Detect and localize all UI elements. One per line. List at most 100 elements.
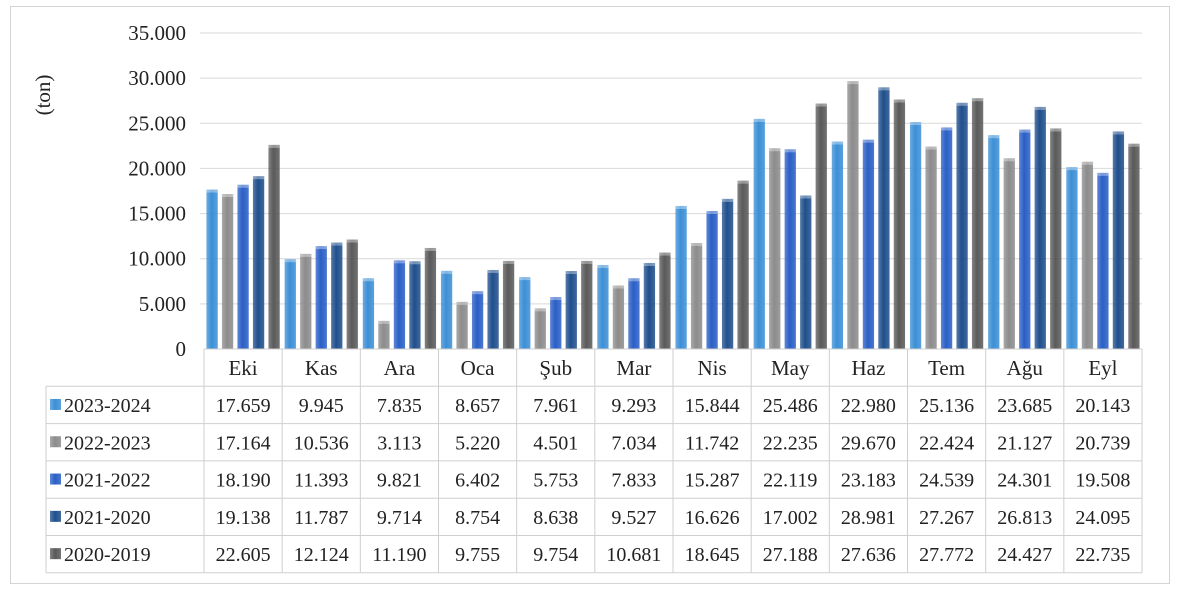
bar-2021-2022-haz [862,139,875,349]
x-category-label: Ağu [1007,356,1044,380]
bar-cap [612,285,625,289]
x-category-label: Mar [616,356,651,380]
bar-2021-2020-mar [643,262,656,349]
x-category-label: Eki [228,356,257,380]
bar-cap [971,98,984,102]
table-cell-value: 22.119 [763,470,817,492]
bar-cap [940,127,953,131]
bar-2020-2019-ara [424,247,437,349]
legend-key-2023-2024 [50,398,61,410]
bar-cap [221,194,234,198]
bar-2023-2024-may [753,118,765,349]
bar-2021-2020-kas [331,242,343,349]
table-cell-value: 11.787 [294,507,348,529]
bar-cap [1097,172,1109,176]
bar-cap [471,291,484,295]
table-cell-value: 7.833 [611,470,656,492]
table-cell-value: 22.735 [1075,544,1130,566]
bar-cap [753,118,765,122]
table-cell-value: 8.638 [533,507,578,529]
bar-2021-2020-haz [878,87,890,350]
table-cell-value: 16.626 [685,507,740,529]
bar-2021-2022-tem [940,127,953,350]
table-cell-value: 3.113 [377,432,421,454]
legend-key-2022-2023 [50,436,61,448]
bar-2020-2019-haz [893,99,906,350]
table-cell-value: 7.034 [611,432,656,454]
bar-cap [284,259,296,263]
table-cell-value: 29.670 [841,432,896,454]
bar-cap [956,102,968,106]
bar-cap [628,278,640,282]
table-cell-value: 15.287 [685,470,740,492]
bar-2021-2022-may [784,149,796,349]
table-cell-value: 26.813 [997,507,1052,529]
bar-2021-2022-kas [315,246,327,349]
y-tick-label: 25.000 [128,111,186,135]
table-cell-value: 12.124 [294,544,349,566]
table-cell-value: 17.002 [763,507,818,529]
table-cell-value: 24.095 [1075,507,1130,529]
bar-cap [800,195,812,199]
x-category-label: Şub [539,356,572,380]
bar-cap [769,148,781,152]
y-tick-label: 35.000 [128,21,186,45]
table-cell-value: 9.527 [611,507,656,529]
bar-cap [378,320,390,324]
table-cell-value: 22.980 [841,395,896,417]
bar-2021-2020-eki [252,176,265,349]
bar-cap [1112,131,1125,135]
bar-2023-2024-haz [831,141,844,349]
bar-2021-2022-eki [237,184,249,349]
bar-cap [1066,167,1078,171]
bar-2022-2023-ub [534,308,546,349]
legend-label: 2021-2022 [64,470,151,492]
bar-cap [252,176,265,180]
bar-2021-2020-oca [487,269,499,349]
bar-2021-2020-tem [956,102,968,350]
bar-2020-2019-a-u [1050,128,1062,349]
bar-cap [1019,129,1031,133]
table-cell-value: 9.714 [377,507,422,529]
bar-cap [831,141,844,145]
x-category-label: Tem [928,356,965,380]
table-cell-value: 23.685 [997,395,1052,417]
bar-cap [706,210,718,214]
x-category-label: Eyl [1088,356,1117,380]
table-cell-value: 10.536 [294,432,349,454]
table-cell-value: 27.772 [919,544,974,566]
bar-2021-2022-eyl [1097,172,1109,349]
bar-cap [909,122,922,126]
bar-cap [659,252,671,256]
bar-cap [784,149,796,153]
table-cell-value: 19.138 [216,507,271,529]
bar-cap [550,297,562,301]
table-cell-value: 21.127 [997,432,1052,454]
y-tick-label: 15.000 [128,202,186,226]
bar-2021-2022-mar [628,278,640,349]
bar-2020-2019-may [815,103,827,350]
table-cell-value: 22.605 [216,544,271,566]
bar-2020-2019-tem [971,98,984,349]
table-cell-value: 27.636 [841,544,896,566]
table-cell-value: 19.508 [1075,470,1130,492]
bar-cap [925,146,937,150]
table-cell-value: 8.657 [455,395,500,417]
table-cell-value: 9.293 [611,395,656,417]
bar-cap [893,99,906,103]
table-cell-value: 24.539 [919,470,974,492]
bar-2022-2023-oca [456,301,468,349]
bar-2023-2024-kas [284,259,296,349]
bar-2022-2023-may [769,148,781,349]
bar-2021-2022-a-u [1019,129,1031,349]
bar-2022-2023-ara [378,320,390,349]
x-category-label: Haz [852,356,886,380]
table-cell-value: 22.424 [919,432,974,454]
bar-2021-2022-ara [393,260,406,349]
table-cell-value: 11.742 [685,432,739,454]
bar-2020-2019-nis [737,180,749,349]
table-cell-value: 27.188 [763,544,818,566]
bar-2022-2023-a-u [1003,158,1015,349]
legend-label: 2022-2023 [64,432,151,454]
bar-cap [721,198,734,202]
